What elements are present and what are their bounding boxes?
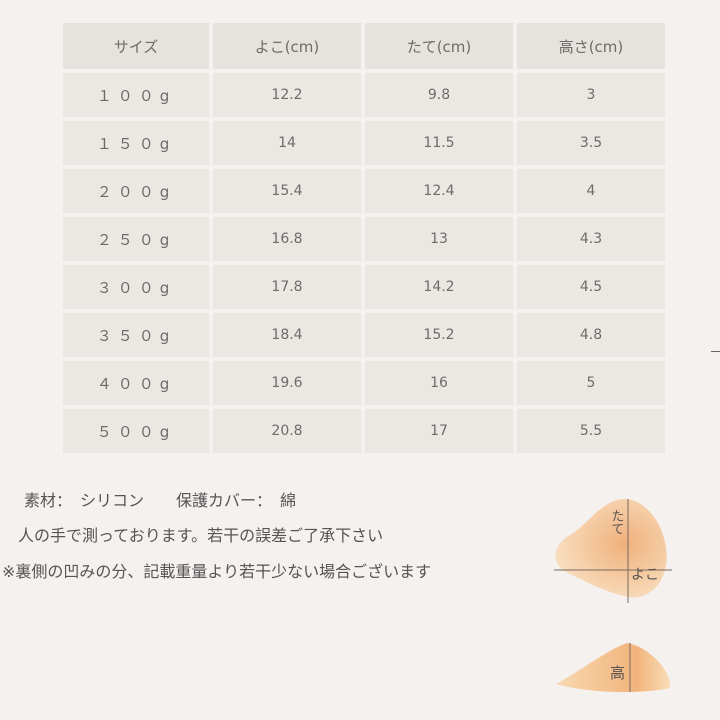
height-cell: 5.5 [517, 409, 665, 453]
weight-note: ※裏側の凹みの分、記載重量より若干少ない場合ございます [2, 562, 432, 581]
table-row: ３００g 17.8 14.2 4.5 [63, 265, 665, 309]
height-cell: 4.5 [517, 265, 665, 309]
table-header-row: サイズ よこ(cm) たて(cm) 高さ(cm) [63, 23, 665, 69]
width-cell: 17.8 [213, 265, 361, 309]
table-row: ２５０g 16.8 13 4.3 [63, 217, 665, 261]
size-cell: ５００g [63, 409, 209, 453]
size-cell: ４００g [63, 361, 209, 405]
taka-label: 高 [610, 664, 625, 682]
table-row: ４００g 19.6 16 5 [63, 361, 665, 405]
size-cell: １００g [63, 73, 209, 117]
length-cell: 14.2 [365, 265, 513, 309]
yoko-label: よこ [631, 567, 659, 583]
tate-label: たて [609, 509, 624, 535]
table-row: ５００g 20.8 17 5.5 [63, 409, 665, 453]
size-cell: ３５０g [63, 313, 209, 357]
header-size: サイズ [63, 23, 209, 69]
length-cell: 17 [365, 409, 513, 453]
height-cell: 3.5 [517, 121, 665, 165]
width-cell: 16.8 [213, 217, 361, 261]
table-row: ２００g 15.4 12.4 4 [63, 169, 665, 213]
size-cell: ３００g [63, 265, 209, 309]
length-cell: 11.5 [365, 121, 513, 165]
width-cell: 18.4 [213, 313, 361, 357]
length-cell: 9.8 [365, 73, 513, 117]
pad-side-shape [556, 643, 671, 693]
height-cell: 3 [517, 73, 665, 117]
width-cell: 15.4 [213, 169, 361, 213]
length-cell: 12.4 [365, 169, 513, 213]
size-cell: ２５０g [63, 217, 209, 261]
table-row: １５０g 14 11.5 3.5 [63, 121, 665, 165]
header-length: たて(cm) [365, 23, 513, 69]
size-table: サイズ よこ(cm) たて(cm) 高さ(cm) １００g 12.2 9.8 3 １５０… [59, 19, 669, 457]
pad-top-view-diagram: たて よこ [554, 498, 672, 603]
size-cell: １５０g [63, 121, 209, 165]
header-height: 高さ(cm) [517, 23, 665, 69]
divider-mark [711, 351, 720, 352]
table-row: ３５０g 18.4 15.2 4.8 [63, 313, 665, 357]
pad-shape [555, 498, 667, 598]
length-cell: 16 [365, 361, 513, 405]
size-cell: ２００g [63, 169, 209, 213]
width-cell: 19.6 [213, 361, 361, 405]
length-cell: 15.2 [365, 313, 513, 357]
width-cell: 14 [213, 121, 361, 165]
table-row: １００g 12.2 9.8 3 [63, 73, 665, 117]
height-cell: 4.3 [517, 217, 665, 261]
height-cell: 4 [517, 169, 665, 213]
pad-side-view-diagram: 高 [556, 643, 671, 693]
measure-note: 人の手で測っております。若干の誤差ご了承下さい [18, 526, 384, 545]
header-width: よこ(cm) [213, 23, 361, 69]
length-cell: 13 [365, 217, 513, 261]
material-note: 素材： シリコン 保護カバー： 綿 [24, 491, 297, 510]
width-cell: 20.8 [213, 409, 361, 453]
height-cell: 4.8 [517, 313, 665, 357]
height-cell: 5 [517, 361, 665, 405]
width-cell: 12.2 [213, 73, 361, 117]
